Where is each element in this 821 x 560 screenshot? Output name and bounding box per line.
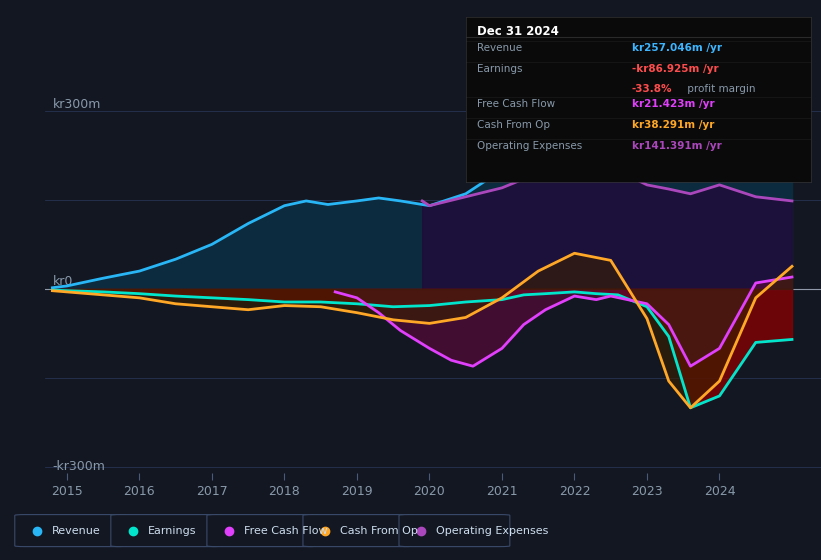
FancyBboxPatch shape	[111, 515, 222, 547]
Text: Revenue: Revenue	[52, 526, 100, 535]
Text: Operating Expenses: Operating Expenses	[477, 141, 582, 151]
Text: kr21.423m /yr: kr21.423m /yr	[632, 99, 714, 109]
Text: kr257.046m /yr: kr257.046m /yr	[632, 43, 722, 53]
Text: -33.8%: -33.8%	[632, 83, 672, 94]
Text: kr0: kr0	[53, 275, 73, 288]
FancyBboxPatch shape	[303, 515, 414, 547]
Text: Cash From Op: Cash From Op	[477, 120, 550, 130]
Text: kr38.291m /yr: kr38.291m /yr	[632, 120, 714, 130]
Text: Cash From Op: Cash From Op	[340, 526, 418, 535]
Text: profit margin: profit margin	[684, 83, 755, 94]
Text: kr141.391m /yr: kr141.391m /yr	[632, 141, 722, 151]
Text: Operating Expenses: Operating Expenses	[436, 526, 548, 535]
Text: -kr300m: -kr300m	[53, 460, 105, 473]
Text: Free Cash Flow: Free Cash Flow	[477, 99, 555, 109]
FancyBboxPatch shape	[207, 515, 318, 547]
FancyBboxPatch shape	[399, 515, 510, 547]
Text: -kr86.925m /yr: -kr86.925m /yr	[632, 64, 718, 74]
Text: Free Cash Flow: Free Cash Flow	[244, 526, 328, 535]
Text: Earnings: Earnings	[477, 64, 522, 74]
Text: Earnings: Earnings	[148, 526, 196, 535]
FancyBboxPatch shape	[15, 515, 126, 547]
Text: kr300m: kr300m	[53, 97, 101, 110]
Text: Revenue: Revenue	[477, 43, 522, 53]
Text: Dec 31 2024: Dec 31 2024	[477, 25, 558, 38]
